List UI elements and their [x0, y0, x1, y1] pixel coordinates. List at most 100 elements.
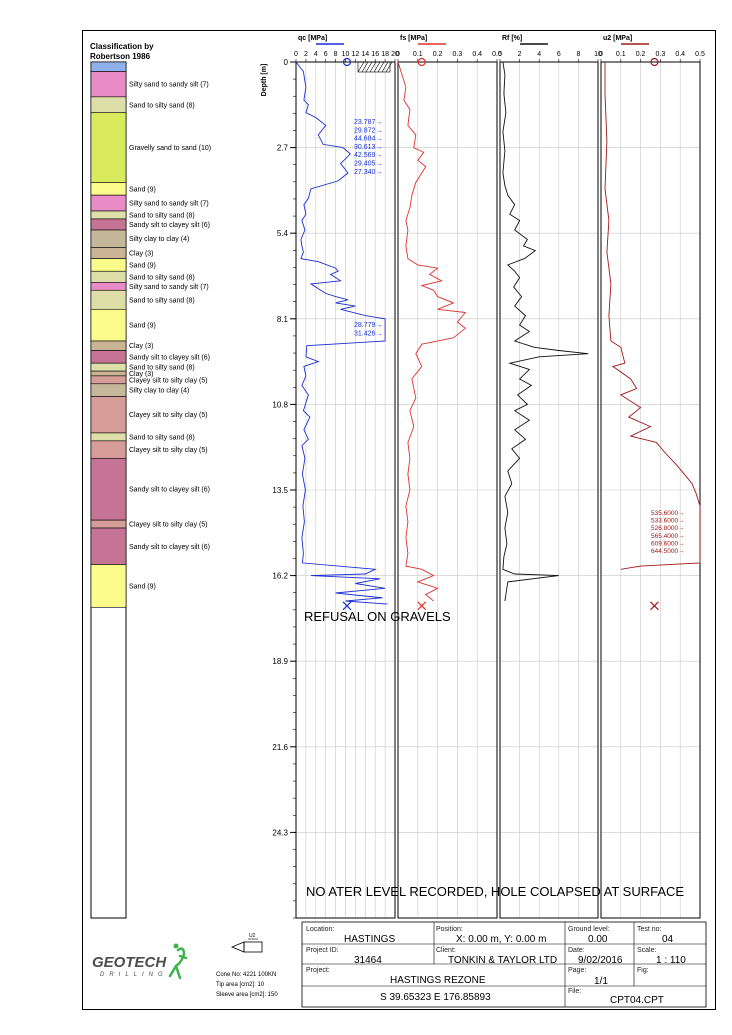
- depth-axis-label: Depth [m]: [261, 64, 268, 97]
- client-label: Client:: [436, 947, 456, 954]
- client-value: TONKIN & TAYLOR LTD: [448, 955, 558, 966]
- location-value: HASTINGS: [344, 934, 396, 945]
- test-no-value: 04: [662, 934, 674, 945]
- soil-layer: [90, 457, 127, 521]
- predrill-hatch: [377, 61, 385, 73]
- soil-layer-label: Clayey silt to silty clay (5): [129, 522, 208, 529]
- x-tick-label: 0.2: [636, 51, 646, 58]
- u2-icon-label: U2: [249, 933, 256, 939]
- x-tick-label: 0: [599, 51, 603, 58]
- predrill-hatch: [373, 61, 381, 73]
- qc-overflow-value: 23.787→: [354, 119, 382, 126]
- coordinates-value: S 39.65323 E 176.85893: [380, 992, 491, 1003]
- u2-overflow-value: 609.6000→: [651, 540, 685, 547]
- soil-layer: [90, 440, 127, 459]
- start-marker-qc: [342, 57, 352, 67]
- soil-layer: [90, 210, 127, 220]
- soil-layer: [90, 270, 127, 283]
- cone-tip-icon: [230, 941, 245, 953]
- qc-overflow-value: 28.779→: [354, 322, 382, 329]
- page-label: Page:: [568, 967, 587, 974]
- soil-layer: [90, 432, 127, 442]
- footer-grid: [301, 921, 707, 1008]
- soil-layer: [90, 370, 127, 377]
- x-tick-label: 0: [498, 51, 502, 58]
- x-tick-label: 0.4: [472, 51, 482, 58]
- x-tick-label: 0.5: [492, 51, 502, 58]
- x-tick-label: 0: [396, 51, 400, 58]
- depth-tick-label: 5.4: [277, 229, 289, 238]
- soil-layer: [90, 396, 127, 434]
- report-frame: [82, 30, 716, 1010]
- project-id-value: 31464: [354, 955, 382, 966]
- scale-label: Scale:: [637, 947, 657, 954]
- x-tick-label: 20: [391, 51, 399, 58]
- x-tick-label: 0: [294, 51, 298, 58]
- soil-layer: [90, 182, 127, 196]
- qc-overflow-value: 29.405→: [354, 161, 382, 168]
- series-line-u2: [604, 62, 701, 570]
- classification-title-line1: Classification by: [90, 42, 154, 51]
- location-label: Location:: [306, 926, 335, 933]
- soil-layer-label: Sandy silt to clayey silt (6): [129, 487, 210, 494]
- soil-layer-label: Sand to silty sand (8): [129, 102, 195, 109]
- panel-frame-rf: [499, 61, 599, 919]
- soil-layer-label: Silty sand to sandy silt (7): [129, 284, 209, 291]
- soil-layer: [90, 383, 127, 397]
- soil-layer-label: Sand to silty sand (8): [129, 365, 195, 372]
- qc-overflow-value: 29.872→: [354, 127, 382, 134]
- date-label: Date:: [568, 947, 585, 954]
- cone-icon: [243, 941, 263, 953]
- soil-layer-label: Silty clay to clay (4): [129, 388, 189, 395]
- x-tick-label: 0.3: [453, 51, 463, 58]
- soil-layer-label: Clayey silt to silty clay (5): [129, 447, 208, 454]
- depth-tick-label: 10.8: [272, 400, 288, 409]
- depth-tick-label: 21.6: [272, 743, 288, 752]
- x-tick-label: 8: [334, 51, 338, 58]
- tip-area: Tip area [cm2]: 10: [216, 982, 265, 988]
- x-tick-label: 10: [342, 51, 350, 58]
- series-line-fs: [397, 61, 467, 602]
- position-value: X: 0.00 m, Y: 0.00 m: [456, 934, 547, 945]
- soil-layer-label: Sandy silt to clayey silt (6): [129, 222, 210, 229]
- u2-overflow-value: 535.6000→: [651, 510, 685, 517]
- depth-tick-label: 18.9: [272, 657, 288, 666]
- predrill-hatch: [357, 61, 365, 73]
- date-value: 9/02/2016: [578, 955, 623, 966]
- u2-overflow-value: 644.5000→: [651, 548, 685, 555]
- classification-title-line2: Robertson 1986: [90, 52, 151, 61]
- qc-overflow-value: 42.569→: [354, 152, 382, 159]
- test-no-label: Test no:: [637, 926, 662, 933]
- soil-layer-label: Clayey silt to silty clay (5): [129, 377, 208, 384]
- soil-layer: [90, 61, 127, 72]
- x-tick-label: 14: [361, 51, 369, 58]
- soil-layer: [90, 340, 127, 351]
- soil-layer-label: Sandy silt to clayey silt (6): [129, 354, 210, 361]
- x-tick-label: 6: [557, 51, 561, 58]
- end-marker-u2: [650, 601, 659, 611]
- sleeve-area: Sleeve area [cm2]: 150: [216, 992, 278, 998]
- start-marker-u2: [650, 57, 659, 67]
- depth-tick-label: 13.5: [272, 486, 288, 495]
- soil-layer-label: Sand to silty sand (8): [129, 434, 195, 441]
- depth-tick-label: 24.3: [272, 828, 288, 837]
- x-tick-label: 0.1: [616, 51, 626, 58]
- soil-layer: [90, 194, 127, 212]
- x-tick-label: 4: [537, 51, 541, 58]
- x-tick-label: 16: [371, 51, 379, 58]
- depth-tick-label: 16.2: [272, 572, 288, 581]
- logo-head-icon: [173, 943, 179, 949]
- soil-layer-label: Clay (3): [129, 343, 154, 350]
- soil-layer-label: Sand (9): [129, 262, 156, 269]
- depth-tick-label: 8.1: [277, 315, 289, 324]
- predrill-hatch: [369, 61, 377, 73]
- cone-number: Cone No: 4221 100KN: [216, 972, 277, 978]
- start-marker-fs: [417, 57, 426, 67]
- refusal-message: REFUSAL ON GRAVELS: [304, 609, 451, 624]
- x-tick-label: 12: [352, 51, 360, 58]
- soil-layer-label: Sand (9): [129, 583, 156, 590]
- soil-layer: [90, 289, 127, 310]
- soil-layer: [90, 112, 127, 183]
- soil-layer: [90, 96, 127, 114]
- predrill-hatch: [385, 61, 393, 73]
